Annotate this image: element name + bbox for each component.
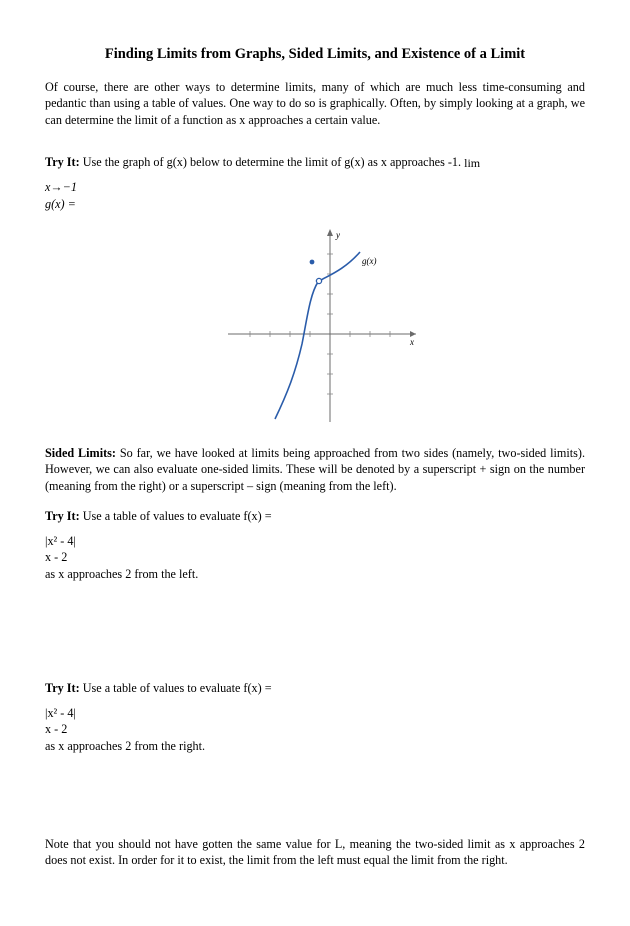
frac-den2: x - 2	[45, 721, 585, 737]
page-title: Finding Limits from Graphs, Sided Limits…	[45, 45, 585, 65]
tryit-3-text1: Use a table of values to evaluate f(x) =	[80, 681, 275, 695]
tryit-3: Try It: Use a table of values to evaluat…	[45, 680, 585, 696]
tryit-2-text2: as x approaches 2 from the left.	[45, 567, 198, 581]
x-axis-label: x	[409, 337, 414, 347]
tryit-2-label: Try It:	[45, 509, 80, 523]
sided-limits-paragraph: Sided Limits: So far, we have looked at …	[45, 445, 585, 494]
limit-after: g(x) =	[45, 197, 76, 211]
tryit-2: Try It: Use a table of values to evaluat…	[45, 508, 585, 524]
tryit-3-text2: as x approaches 2 from the right.	[45, 739, 205, 753]
graph-container: y x g(x)	[45, 224, 585, 428]
tryit-1-text: Use the graph of g(x) below to determine…	[80, 155, 464, 169]
limit-bot: x→−1	[45, 179, 585, 195]
limit-top: lim	[464, 156, 480, 170]
spacer-1	[45, 594, 585, 654]
tryit-2-text1: Use a table of values to evaluate f(x) =	[80, 509, 275, 523]
sided-text: So far, we have looked at limits being a…	[45, 446, 585, 493]
note-paragraph: Note that you should not have gotten the…	[45, 836, 585, 869]
tryit-3-label: Try It:	[45, 681, 80, 695]
tryit-1: Try It: Use the graph of g(x) below to d…	[45, 154, 585, 171]
spacer-2	[45, 766, 585, 836]
tryit-1-label: Try It:	[45, 155, 80, 169]
frac-den: x - 2	[45, 549, 585, 565]
frac-num: |x² - 4|	[45, 533, 585, 549]
function-graph: y x g(x)	[210, 224, 420, 424]
limit-expr: lim	[464, 155, 480, 171]
gx-label: g(x)	[362, 256, 377, 266]
intro-paragraph: Of course, there are other ways to deter…	[45, 79, 585, 128]
sided-label: Sided Limits:	[45, 446, 116, 460]
y-axis-label: y	[335, 230, 340, 240]
frac-num2: |x² - 4|	[45, 705, 585, 721]
